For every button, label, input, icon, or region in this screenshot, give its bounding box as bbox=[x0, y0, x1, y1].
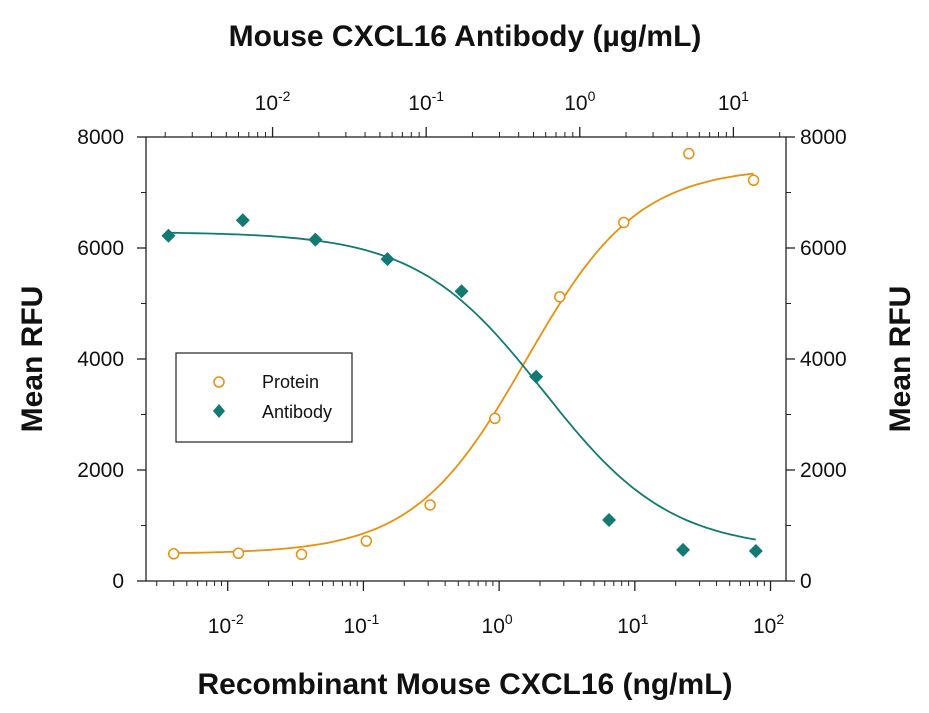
protein-point bbox=[554, 291, 566, 303]
antibody-point bbox=[676, 542, 691, 557]
data-points bbox=[161, 147, 763, 561]
top-x-tick-label: 100 bbox=[564, 88, 595, 115]
protein-point bbox=[232, 547, 245, 559]
protein-point bbox=[167, 548, 180, 560]
top-x-tick-label: 10-1 bbox=[408, 88, 444, 115]
y-axis-title-right: Mean RFU bbox=[884, 286, 917, 433]
top-axis-title: Mouse CXCL16 Antibody (µg/mL) bbox=[229, 20, 702, 53]
protein-point bbox=[489, 412, 501, 425]
legend: Protein Antibody bbox=[175, 352, 353, 443]
antibody-point bbox=[235, 213, 250, 228]
antibody-point bbox=[602, 512, 617, 527]
axis-ticks: 0 0 2000 2000 4000 4000 6000 6000 8000 8000 10-2 10… bbox=[77, 88, 846, 638]
antibody-point bbox=[748, 544, 763, 559]
fit-curves bbox=[168, 172, 756, 554]
protein-point bbox=[360, 535, 373, 547]
protein-point bbox=[618, 216, 630, 229]
protein-point bbox=[747, 174, 760, 187]
x-tick-label: 10-2 bbox=[208, 611, 244, 638]
top-x-tick-label: 101 bbox=[718, 88, 749, 115]
protein-point bbox=[683, 147, 695, 160]
y-tick-label-left: 6000 bbox=[77, 237, 124, 260]
antibody-point bbox=[161, 228, 176, 243]
y-axis-title-left: Mean RFU bbox=[16, 286, 49, 433]
x-tick-label: 101 bbox=[617, 611, 648, 638]
y-tick-label-left: 8000 bbox=[77, 126, 124, 149]
antibody-point bbox=[454, 284, 469, 299]
y-tick-label-right: 4000 bbox=[800, 348, 847, 371]
legend-antibody-marker bbox=[213, 404, 225, 418]
top-x-tick-label: 10-2 bbox=[255, 88, 291, 115]
protein-point bbox=[295, 548, 308, 561]
x-tick-label: 102 bbox=[753, 611, 784, 638]
x-axis-title: Recombinant Mouse CXCL16 (ng/mL) bbox=[197, 668, 732, 701]
legend-box bbox=[175, 352, 353, 443]
y-tick-label-right: 8000 bbox=[800, 126, 847, 149]
protein-fit-curve bbox=[173, 172, 754, 554]
legend-antibody-label: Antibody bbox=[262, 402, 332, 422]
protein-point bbox=[424, 499, 436, 511]
antibody-point bbox=[308, 232, 323, 247]
y-tick-label-right: 0 bbox=[800, 570, 812, 593]
y-tick-label-left: 0 bbox=[112, 570, 124, 593]
antibody-fit-curve bbox=[168, 231, 756, 541]
y-tick-label-right: 2000 bbox=[800, 459, 847, 482]
y-tick-label-right: 6000 bbox=[800, 237, 847, 260]
y-tick-label-left: 4000 bbox=[77, 348, 124, 371]
antibody-point bbox=[380, 252, 395, 267]
legend-protein-label: Protein bbox=[262, 372, 319, 392]
x-tick-label: 100 bbox=[482, 611, 513, 638]
legend-protein-marker bbox=[213, 376, 225, 388]
antibody-point bbox=[529, 369, 544, 384]
x-tick-label: 10-1 bbox=[344, 611, 380, 638]
y-tick-label-left: 2000 bbox=[77, 459, 124, 482]
